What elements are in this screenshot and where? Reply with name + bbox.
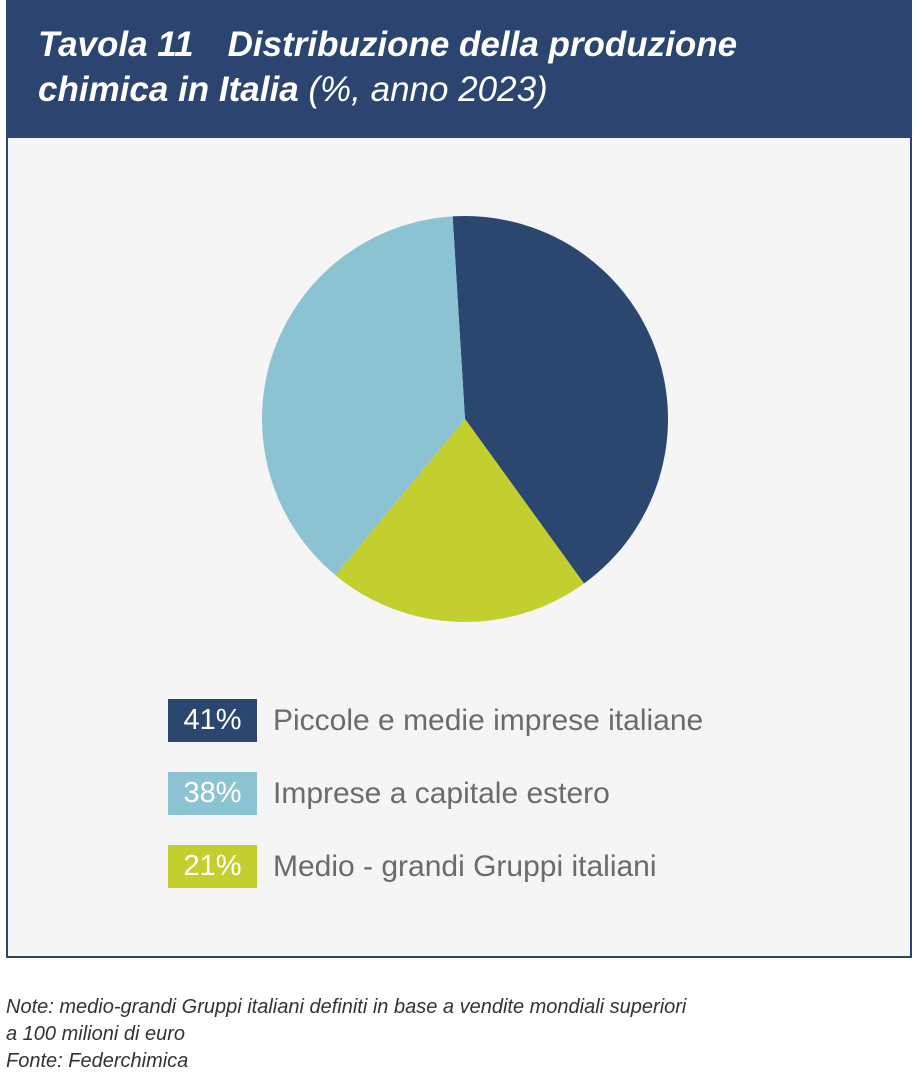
chart-notes: Note: medio-grandi Gruppi italiani defin… [6,994,686,1075]
pie-slice-imprese-a-capitale-estero [261,216,465,576]
chart-title-part1: Distribuzione della produzione [227,25,738,64]
legend-label: Medio - grandi Gruppi italiani [273,849,657,883]
chart-title-unit: (%, anno 2023) [308,70,548,109]
chart-title-line-1: Tavola 11 Distribuzione della produzione [38,22,910,67]
pie-slice-medio-grandi-gruppi-italiani [335,419,585,623]
legend-item: 38% Imprese a capitale estero [168,772,703,815]
chart-frame: Tavola 11 Distribuzione della produzione … [6,0,912,958]
chart-title-part2: chimica in Italia [38,70,299,109]
legend-value-badge: 41% [168,699,257,742]
chart-legend: 41% Piccole e medie imprese italiane 38% Im… [168,699,703,918]
table-label: Tavola 11 [38,25,194,64]
legend-value-badge: 21% [168,845,257,888]
legend-value-badge: 38% [168,772,257,815]
note-line-1: Note: medio-grandi Gruppi italiani defin… [6,996,687,1018]
source-line: Fonte: Federchimica [6,1050,189,1072]
legend-item: 41% Piccole e medie imprese italiane [168,699,703,742]
pie-slice-piccole-e-medie-imprese-italiane [452,216,668,584]
chart-title-line-2: chimica in Italia (%, anno 2023) [38,67,910,112]
note-line-2: a 100 milioni di euro [6,1023,185,1045]
chart-header: Tavola 11 Distribuzione della produzione … [8,2,910,138]
legend-label: Piccole e medie imprese italiane [273,703,704,737]
pie-chart [261,216,668,623]
legend-item: 21% Medio - grandi Gruppi italiani [168,845,703,888]
legend-label: Imprese a capitale estero [273,776,610,810]
